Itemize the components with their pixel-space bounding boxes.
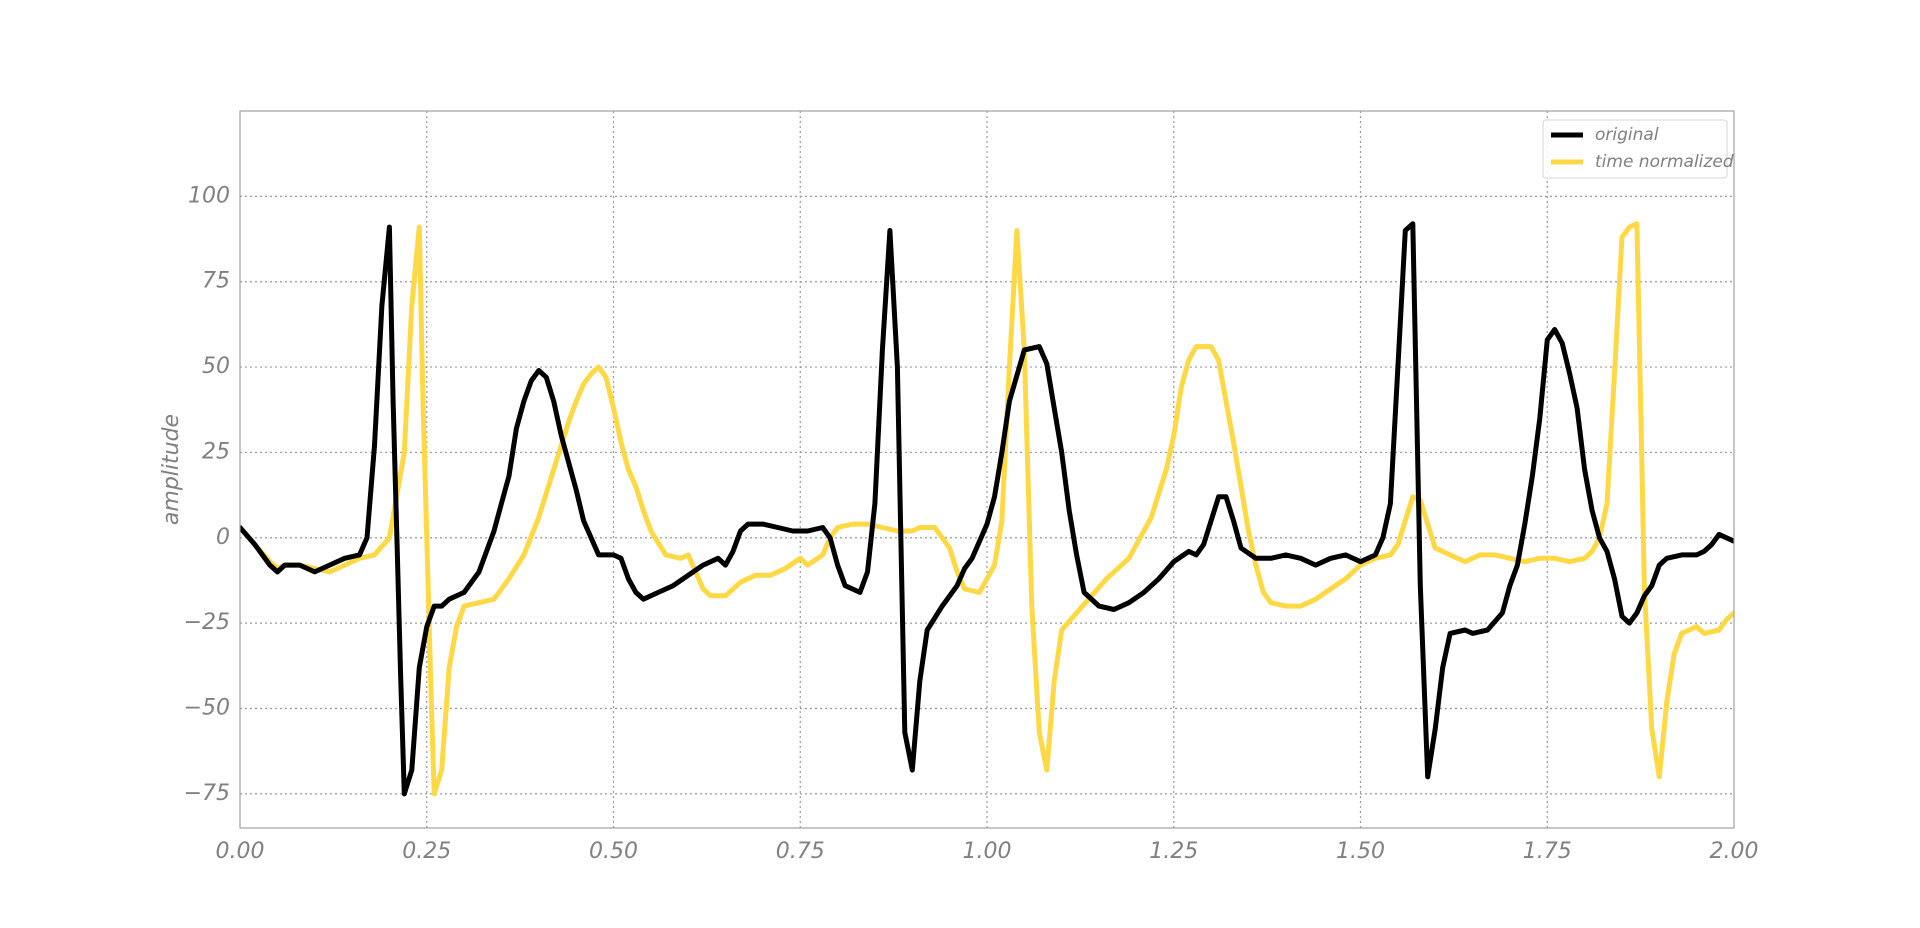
x-tick-label: 1.25 xyxy=(1149,839,1198,864)
legend-label: time normalized xyxy=(1595,152,1734,172)
x-axis-ticks: 0.00 0.25 0.50 0.75 1.00 1.25 1.50 1.75 2.00 xyxy=(216,839,1759,864)
x-tick-label: 1.00 xyxy=(963,839,1012,864)
x-tick-label: 1.75 xyxy=(1523,839,1572,864)
x-tick-label: 2.00 xyxy=(1710,839,1759,864)
x-tick-label: 0.00 xyxy=(216,839,265,864)
y-tick-label: −75 xyxy=(184,781,230,806)
y-tick-label: 100 xyxy=(188,183,230,208)
grid-lines xyxy=(240,111,1734,828)
y-tick-label: 50 xyxy=(202,354,230,379)
series-lines xyxy=(240,221,1734,797)
y-tick-label: 75 xyxy=(202,269,230,294)
y-tick-label: 0 xyxy=(216,525,230,550)
y-axis-ticks: 100 75 50 25 0 −25 −50 −75 xyxy=(184,183,230,806)
legend-label: original xyxy=(1595,125,1659,145)
x-tick-label: 1.50 xyxy=(1336,839,1385,864)
x-tick-label: 0.25 xyxy=(402,839,451,864)
y-tick-label: 25 xyxy=(202,439,230,464)
y-tick-label: −50 xyxy=(184,696,230,721)
legend: original time normalized xyxy=(1542,119,1734,179)
series-line-time-normalized xyxy=(240,221,1734,797)
legend-box xyxy=(1542,119,1728,179)
y-tick-label: −25 xyxy=(184,610,230,635)
x-tick-label: 0.50 xyxy=(589,839,638,864)
x-tick-label: 0.75 xyxy=(776,839,825,864)
plot-frame xyxy=(239,110,1735,829)
y-axis-label: amplitude xyxy=(159,414,184,525)
series-line-original xyxy=(240,221,1734,797)
